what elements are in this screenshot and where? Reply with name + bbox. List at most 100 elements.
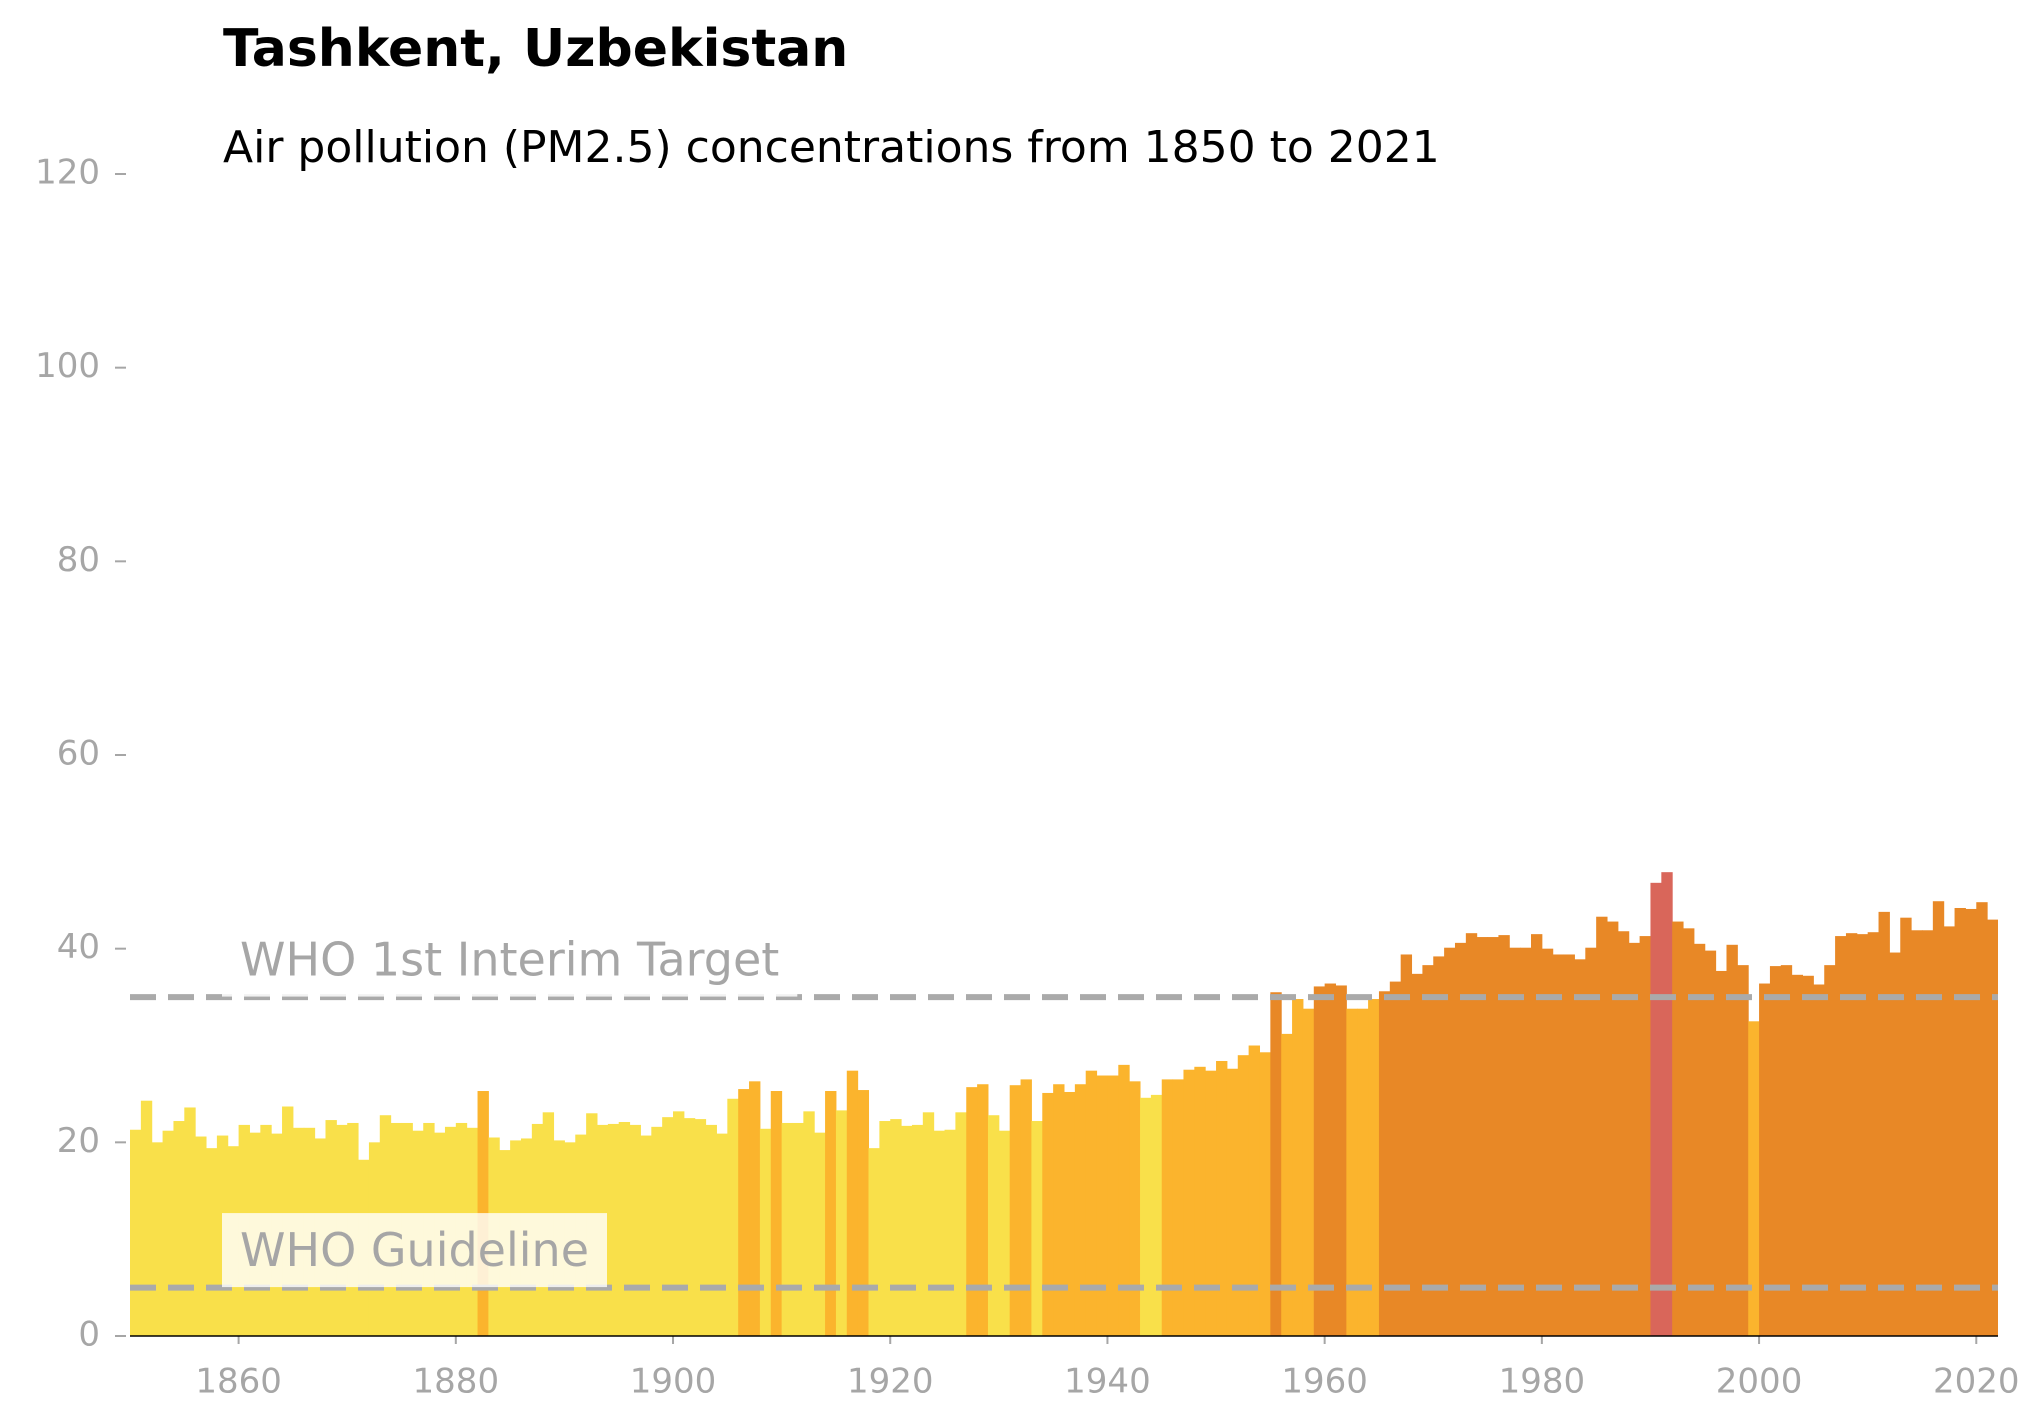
y-tick-label: 40 xyxy=(57,927,100,967)
y-tick-label: 0 xyxy=(78,1315,100,1355)
bar xyxy=(1096,1075,1108,1336)
bar xyxy=(1759,983,1771,1336)
bar xyxy=(1531,934,1543,1336)
bar xyxy=(1118,1064,1130,1336)
bar xyxy=(673,1111,685,1336)
bar xyxy=(1650,882,1662,1336)
bar xyxy=(1194,1066,1206,1336)
bar xyxy=(1009,1085,1022,1336)
bar xyxy=(1064,1091,1076,1336)
bar xyxy=(955,1112,967,1336)
bar xyxy=(716,1133,728,1336)
bar xyxy=(1020,1079,1032,1336)
bar xyxy=(1368,999,1380,1336)
bar xyxy=(1053,1084,1065,1336)
chart-subtitle: Air pollution (PM2.5) concentrations fro… xyxy=(223,122,1440,173)
y-tick-label: 100 xyxy=(35,346,100,386)
y-tick-label: 120 xyxy=(35,153,100,193)
bar xyxy=(1216,1060,1228,1336)
bar xyxy=(1878,911,1890,1336)
bar xyxy=(1954,907,1966,1336)
bar xyxy=(1585,947,1597,1336)
bar xyxy=(1867,932,1880,1336)
bar xyxy=(1433,956,1445,1336)
bar xyxy=(1965,908,1977,1336)
bar xyxy=(1422,965,1434,1336)
bar xyxy=(933,1130,946,1336)
bar xyxy=(1292,999,1304,1336)
bar xyxy=(1683,928,1695,1336)
bar xyxy=(998,1130,1011,1336)
bar xyxy=(966,1087,978,1336)
bar xyxy=(651,1126,663,1336)
bar xyxy=(1845,933,1858,1336)
y-tick-label: 60 xyxy=(57,734,100,774)
bar xyxy=(944,1129,956,1336)
bar xyxy=(1444,947,1456,1336)
bar xyxy=(803,1111,815,1336)
bar xyxy=(1769,966,1782,1336)
bar xyxy=(1704,950,1717,1336)
bar xyxy=(1900,917,1912,1336)
bar xyxy=(1248,1045,1260,1336)
bar xyxy=(814,1132,826,1336)
bar xyxy=(1487,937,1499,1336)
bar xyxy=(1607,921,1619,1336)
reference-label: WHO Guideline xyxy=(240,1223,589,1277)
bar xyxy=(1270,992,1282,1336)
bar xyxy=(911,1124,924,1336)
bar xyxy=(1226,1068,1239,1336)
y-tick-label: 80 xyxy=(57,540,100,580)
bar xyxy=(1498,935,1510,1336)
x-tick-label: 2000 xyxy=(1716,1362,1803,1402)
bar xyxy=(835,1110,848,1336)
y-tick-label: 20 xyxy=(57,1121,100,1161)
bar xyxy=(727,1098,739,1336)
bar xyxy=(879,1121,891,1336)
bar xyxy=(1346,1008,1358,1336)
bar xyxy=(1911,930,1923,1336)
bar xyxy=(1617,931,1630,1336)
bar xyxy=(629,1124,641,1336)
bar xyxy=(770,1091,783,1336)
bar xyxy=(1574,959,1586,1336)
bar xyxy=(1465,933,1478,1336)
bar xyxy=(1520,947,1532,1336)
bar xyxy=(607,1123,620,1336)
bar xyxy=(1476,937,1489,1336)
bar xyxy=(151,1142,164,1336)
bar xyxy=(1389,981,1402,1336)
bar xyxy=(1661,872,1673,1336)
bar xyxy=(694,1119,707,1336)
bar xyxy=(1596,916,1608,1336)
x-tick-label: 2020 xyxy=(1933,1362,2020,1402)
bar xyxy=(705,1124,717,1336)
bar xyxy=(759,1128,772,1336)
x-tick-label: 1860 xyxy=(195,1362,282,1402)
bar xyxy=(1791,974,1804,1336)
bar xyxy=(1672,921,1684,1336)
bar xyxy=(738,1089,750,1336)
bar xyxy=(1400,954,1413,1336)
bar xyxy=(1639,936,1651,1336)
bar xyxy=(1921,930,1934,1336)
bar xyxy=(1737,965,1749,1336)
bar xyxy=(825,1091,837,1336)
bar xyxy=(1987,919,1998,1336)
x-tick-label: 1980 xyxy=(1499,1362,1586,1402)
bar xyxy=(1715,970,1727,1336)
bar xyxy=(1932,901,1945,1336)
bar xyxy=(1628,942,1641,1336)
bar xyxy=(977,1084,989,1336)
bar xyxy=(1150,1094,1163,1336)
bar xyxy=(922,1112,935,1336)
bar xyxy=(173,1121,185,1336)
bar xyxy=(1172,1079,1184,1336)
bar xyxy=(1205,1070,1217,1336)
bar xyxy=(1378,991,1391,1336)
bar xyxy=(1313,986,1326,1336)
bar xyxy=(1129,1081,1141,1336)
bar xyxy=(1302,1008,1315,1336)
bar xyxy=(1140,1097,1152,1336)
